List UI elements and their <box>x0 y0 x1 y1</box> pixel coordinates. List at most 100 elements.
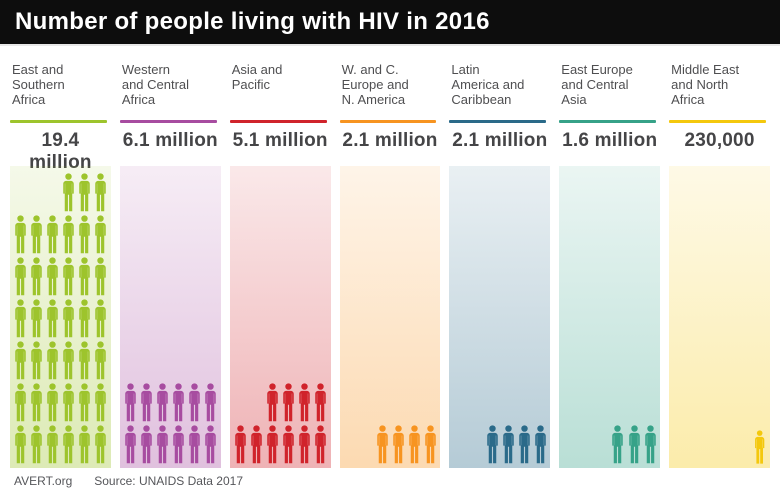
region-underline <box>339 120 437 123</box>
region-label-line: East and <box>12 62 64 77</box>
icon-cell <box>312 383 328 422</box>
person-icon <box>125 425 136 464</box>
icon-row <box>120 380 221 422</box>
region-column-5: Latin America and Caribbean 2.1 million <box>449 62 551 468</box>
person-icon <box>79 425 90 464</box>
region-panel <box>449 166 551 468</box>
region-value: 2.1 million <box>452 130 548 151</box>
region-label-line: Africa <box>12 92 46 107</box>
icon-cell <box>45 257 61 296</box>
icon-cell <box>93 215 109 254</box>
icon-cell <box>187 425 203 464</box>
brand-text: AVERT.org <box>14 474 73 488</box>
icon-cell <box>45 383 61 422</box>
region-panel <box>119 166 221 468</box>
person-icon <box>299 383 310 422</box>
icon-cell <box>203 425 219 464</box>
chart-columns: East and Southern Africa 19.4 million <box>10 62 770 468</box>
region-label-line: and North <box>671 77 729 92</box>
region-label-line: and Central <box>121 77 190 92</box>
icon-cell <box>29 215 45 254</box>
chart-area: East and Southern Africa 19.4 million <box>0 46 780 468</box>
person-icon <box>15 215 26 254</box>
icon-row <box>10 338 111 380</box>
region-value: 6.1 million <box>122 130 218 151</box>
person-icon <box>95 341 107 380</box>
region-label-line: Caribbean <box>451 92 512 107</box>
icon-row <box>10 380 111 422</box>
icon-row <box>449 422 550 464</box>
region-column-6: East Europe and Central Asia 1.6 million <box>559 62 661 468</box>
icon-cell <box>45 299 61 338</box>
icon-row <box>340 422 441 464</box>
icon-cell <box>61 383 77 422</box>
region-label: Western and Central Africa <box>120 62 221 120</box>
region-panel <box>669 166 770 468</box>
person-icon <box>79 299 90 338</box>
region-panel <box>559 166 661 468</box>
person-icon <box>95 215 107 254</box>
region-panel <box>10 166 111 468</box>
icon-cell <box>61 425 77 464</box>
person-icon <box>518 425 530 464</box>
icon-row <box>10 212 111 254</box>
region-value: 1.6 million <box>562 130 658 151</box>
person-icon <box>628 425 640 464</box>
icon-cell <box>12 215 28 254</box>
region-value: 2.1 million <box>342 130 438 151</box>
icon-cell <box>312 425 328 464</box>
person-icon <box>15 257 26 296</box>
region-underline <box>229 120 327 123</box>
icon-cell <box>138 425 154 464</box>
icon-cell <box>61 173 77 212</box>
person-icon <box>157 383 168 422</box>
person-icon <box>63 299 74 338</box>
region-underline <box>559 120 657 123</box>
person-icon <box>141 425 152 464</box>
region-label-line: Latin <box>451 62 480 77</box>
person-icon <box>31 425 42 464</box>
region-column-1: East and Southern Africa 19.4 million <box>10 62 111 468</box>
icon-cell <box>500 425 516 464</box>
region-label-line: Middle East <box>671 62 740 77</box>
region-label-line: W. and C. <box>341 62 399 77</box>
person-icon <box>267 425 278 464</box>
icon-cell <box>61 257 77 296</box>
icon-cell <box>12 257 28 296</box>
icon-cell <box>12 425 28 464</box>
region-label-line: Pacific <box>231 77 270 92</box>
icon-cell <box>280 383 296 422</box>
region-label: Middle East and North Africa <box>669 62 770 120</box>
region-column-3: Asia and Pacific 5.1 million <box>229 62 331 468</box>
region-label: W. and C. Europe and N. America <box>340 62 441 120</box>
icon-cell <box>77 425 93 464</box>
person-icon <box>79 173 90 212</box>
person-icon <box>31 257 42 296</box>
icon-row <box>120 422 221 464</box>
person-icon <box>63 215 74 254</box>
icon-cell <box>296 383 312 422</box>
icon-cell <box>93 425 109 464</box>
icon-cell <box>248 425 264 464</box>
region-label-line: N. America <box>341 92 406 107</box>
person-icon <box>31 383 42 422</box>
person-icon <box>534 425 546 464</box>
region-label-line: Europe and <box>341 77 409 92</box>
person-icon <box>315 383 326 422</box>
icon-cell <box>422 425 438 464</box>
person-icon <box>95 299 107 338</box>
icon-cell <box>154 425 170 464</box>
person-icon <box>283 383 294 422</box>
icon-cell <box>752 430 768 464</box>
region-column-2: Western and Central Africa 6.1 million <box>119 62 221 468</box>
region-column-7: Middle East and North Africa 230,000 <box>669 62 770 468</box>
person-icon <box>283 425 294 464</box>
person-icon <box>47 257 58 296</box>
icon-cell <box>93 383 109 422</box>
region-value: 230,000 <box>684 130 755 151</box>
icon-row <box>10 422 111 464</box>
region-label-line: Western <box>121 62 171 77</box>
icon-cell <box>12 383 28 422</box>
icon-cell <box>12 299 28 338</box>
icon-cell <box>122 425 138 464</box>
